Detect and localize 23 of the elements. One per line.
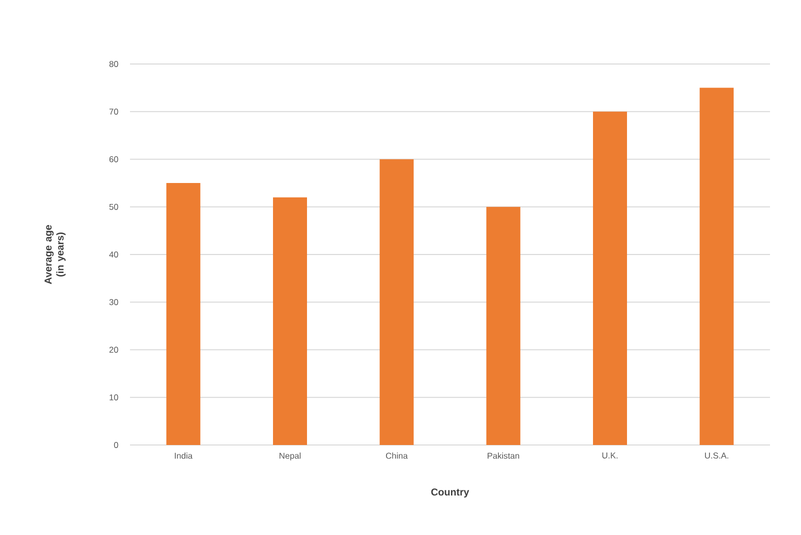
bar bbox=[700, 88, 734, 445]
bar bbox=[380, 159, 414, 445]
x-tick-label: Nepal bbox=[280, 452, 301, 460]
x-axis-title: Country bbox=[431, 488, 470, 498]
y-tick-label: 70 bbox=[109, 108, 118, 115]
y-tick-label: 20 bbox=[109, 346, 118, 353]
y-tick-label: 40 bbox=[109, 251, 118, 258]
y-tick-label: 0 bbox=[114, 442, 118, 448]
x-tick-label: India bbox=[174, 452, 193, 459]
y-tick-label: 60 bbox=[109, 156, 118, 162]
y-tick-label: 30 bbox=[109, 299, 118, 306]
x-tick-label: Pakistan bbox=[488, 452, 520, 459]
y-tick-label: 10 bbox=[110, 394, 118, 400]
y-axis-title: Average age (in years) bbox=[44, 225, 66, 284]
bar bbox=[486, 206, 520, 445]
y-tick-label: 80 bbox=[109, 60, 118, 68]
x-tick-label: China bbox=[386, 452, 408, 459]
x-tick-label: U.S.A. bbox=[705, 452, 728, 459]
bar bbox=[273, 197, 308, 445]
bar bbox=[593, 112, 627, 445]
bar bbox=[166, 183, 200, 445]
x-tick-label: U.K. bbox=[602, 452, 618, 458]
y-tick-label: 50 bbox=[109, 204, 118, 210]
